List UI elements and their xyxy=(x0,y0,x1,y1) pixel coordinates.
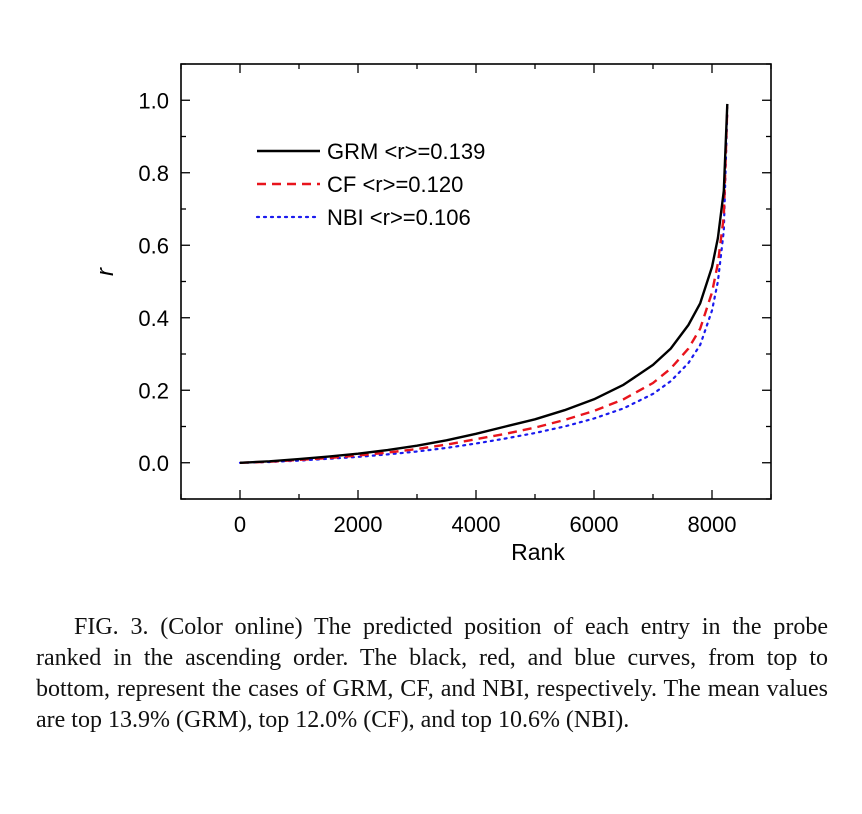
x-tick-label: 0 xyxy=(234,512,246,537)
series-lines xyxy=(238,103,729,464)
y-tick-label: 0.6 xyxy=(138,233,169,258)
legend-label: CF <r>=0.120 xyxy=(327,172,463,197)
x-tick-label: 2000 xyxy=(334,512,383,537)
y-axis-label: r xyxy=(92,267,119,276)
line-chart: 0 2000 4000 6000 8000 0.0 0.2 0.4 0.6 0.8 1.0 GRM … xyxy=(92,63,772,565)
y-tick-label: 0.8 xyxy=(138,161,169,186)
legend-label: GRM <r>=0.139 xyxy=(327,139,485,164)
x-axis-label: Rank xyxy=(511,539,565,565)
axis-ticks: 0 2000 4000 6000 8000 0.0 0.2 0.4 0.6 0.8 1.0 xyxy=(138,63,772,537)
y-tick-label: 0.2 xyxy=(138,378,169,403)
caption-text: FIG. 3. (Color online) The predicted pos… xyxy=(36,614,828,733)
y-tick-label: 0.0 xyxy=(138,451,169,476)
legend: GRM <r>=0.139 CF <r>=0.120 NBI <r>=0.106 xyxy=(255,139,485,230)
x-tick-label: 6000 xyxy=(570,512,619,537)
legend-label: NBI <r>=0.106 xyxy=(327,205,471,230)
x-tick-label: 4000 xyxy=(452,512,501,537)
x-tick-label: 8000 xyxy=(688,512,737,537)
y-tick-label: 1.0 xyxy=(138,88,169,113)
series-line xyxy=(239,103,729,464)
figure-caption: FIG. 3. (Color online) The predicted pos… xyxy=(36,612,828,736)
series-line xyxy=(239,107,729,464)
y-tick-label: 0.4 xyxy=(138,306,169,331)
